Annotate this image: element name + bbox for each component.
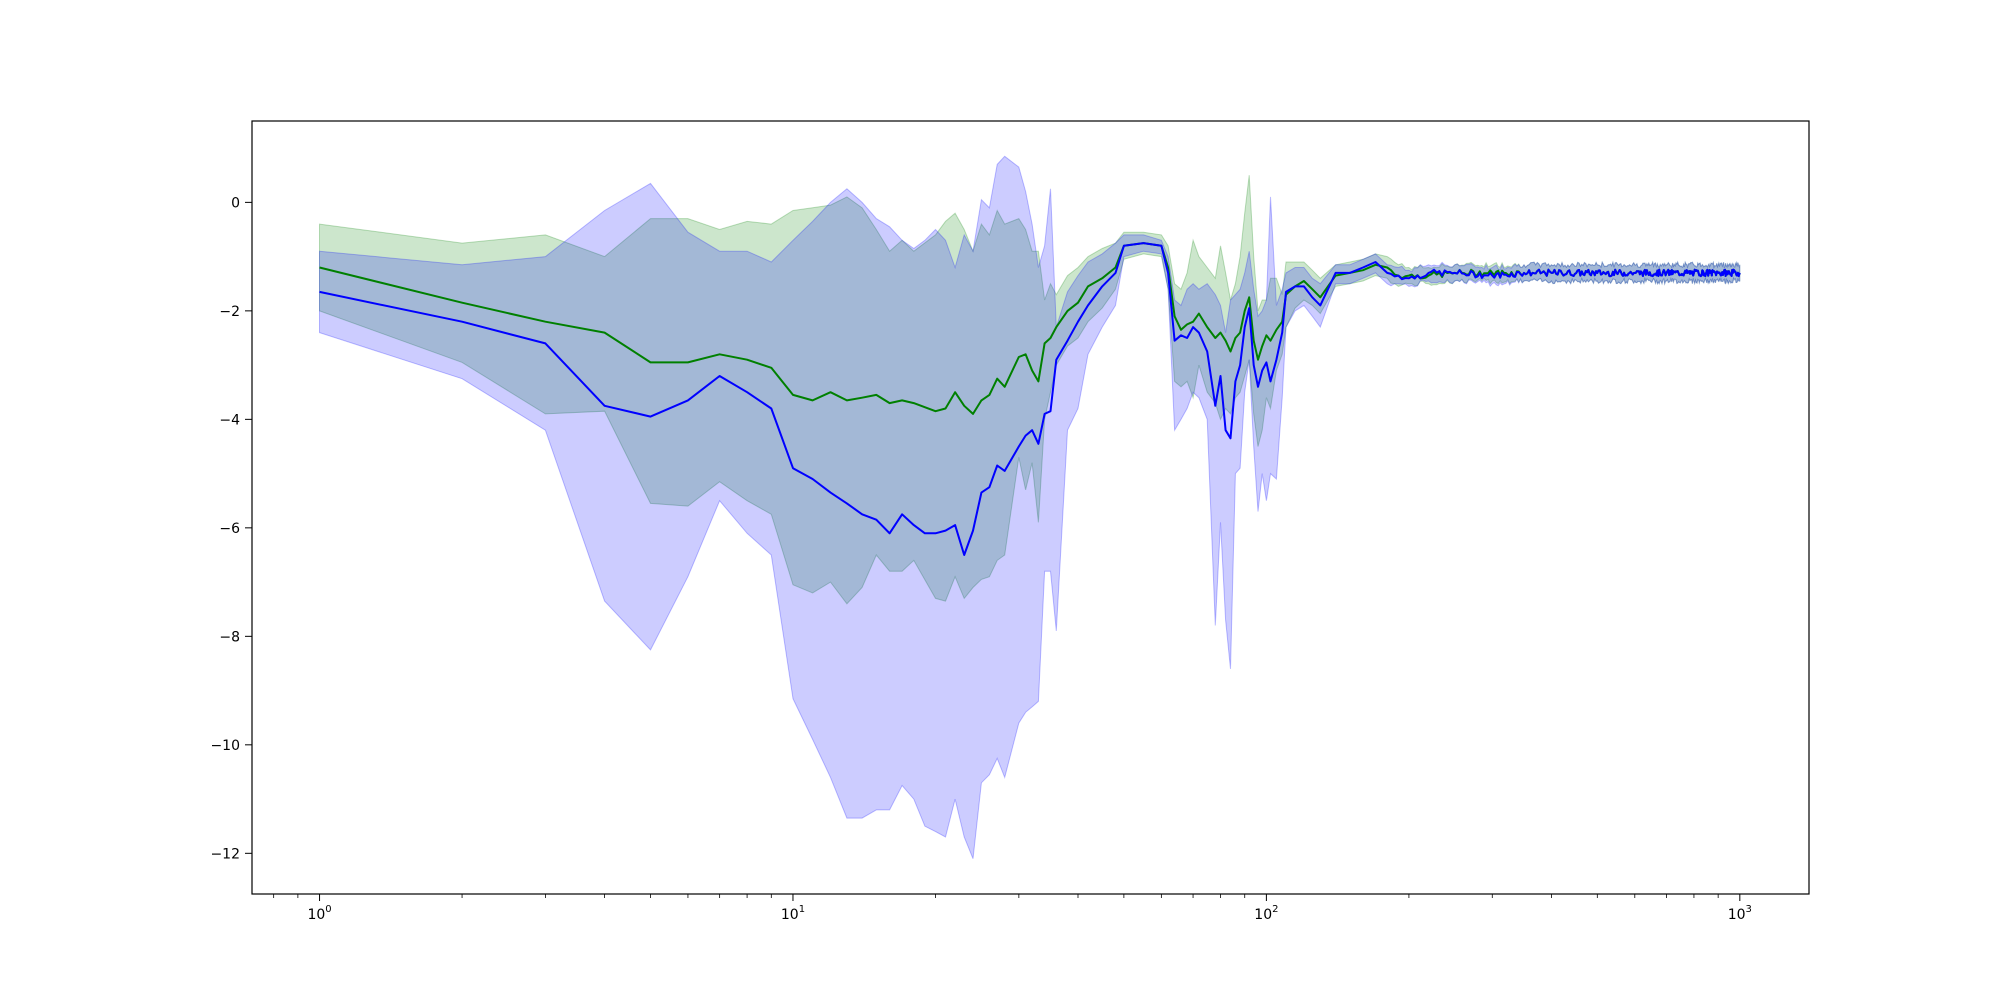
y-axis: 0 −2 −4 −6 −8 −10 −12 bbox=[210, 195, 252, 862]
x-tick-label: 101 bbox=[781, 904, 805, 923]
y-tick-label: −10 bbox=[210, 738, 240, 754]
y-tick-label: −2 bbox=[219, 304, 240, 320]
x-axis: 100 101 102 103 bbox=[273, 894, 1752, 923]
y-tick-label: −6 bbox=[219, 521, 240, 537]
y-tick-label: 0 bbox=[231, 195, 240, 211]
y-tick-label: −12 bbox=[210, 846, 240, 862]
confidence-bands bbox=[319, 155, 1741, 859]
x-tick-label: 103 bbox=[1728, 904, 1752, 923]
series-2-line bbox=[319, 242, 1741, 556]
y-tick-label: −4 bbox=[219, 412, 240, 428]
x-tick-label: 102 bbox=[1254, 904, 1278, 923]
y-tick-label: −8 bbox=[219, 629, 240, 645]
x-tick-label: 100 bbox=[307, 904, 331, 923]
plot-frame bbox=[251, 120, 1810, 895]
series-2-band bbox=[319, 155, 1741, 859]
series-1-band bbox=[319, 175, 1741, 605]
series-lines bbox=[319, 242, 1741, 556]
